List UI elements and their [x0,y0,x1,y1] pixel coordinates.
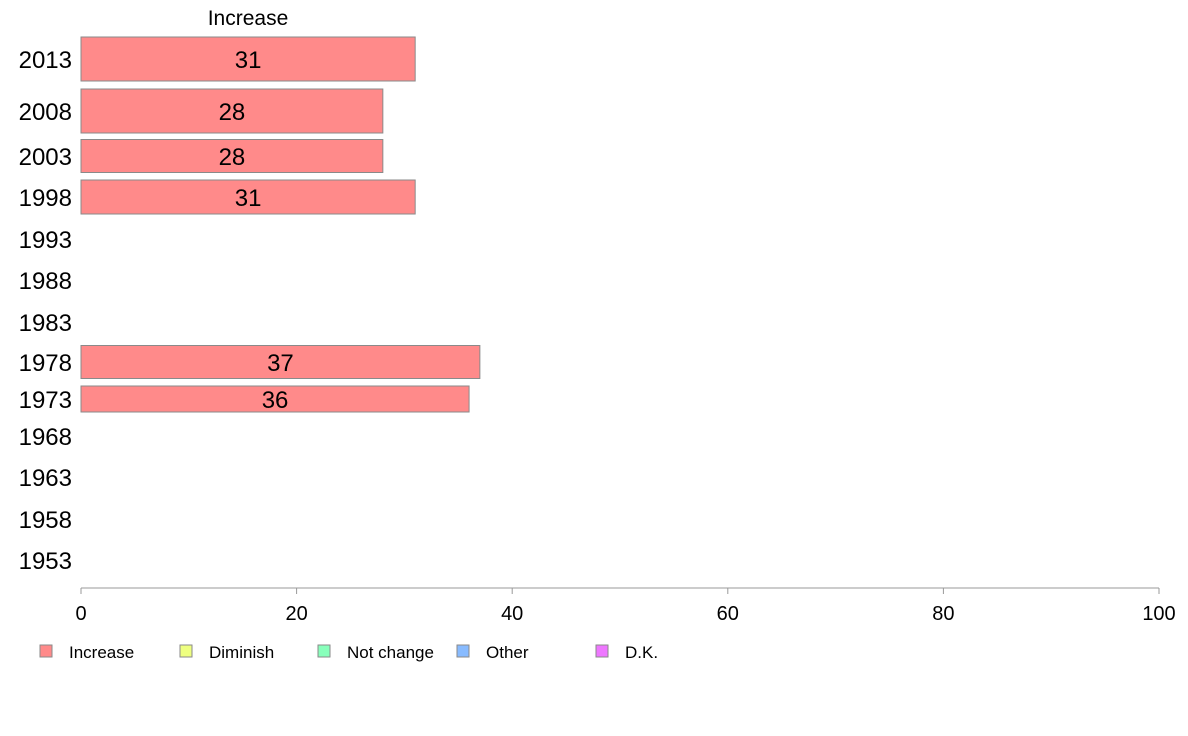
category-label: 1993 [19,227,72,254]
bar [80,179,416,215]
bar [80,385,470,413]
legend: Increase Diminish Not change Other D.K. [39,643,658,662]
legend-swatch [595,644,609,658]
bar [80,36,416,82]
category-label: 1953 [19,548,72,575]
category-label: 1968 [19,424,72,451]
legend-label: Increase [69,643,134,662]
bar-value-label: 28 [219,144,246,171]
legend-label: Not change [347,643,434,662]
legend-label: D.K. [625,643,658,662]
legend-label: Other [486,643,529,662]
x-tick-label: 100 [1142,603,1175,625]
category-label: 2008 [19,99,72,126]
bar-value-label: 28 [219,99,246,126]
bar-value-label: 31 [235,185,262,212]
bar-value-labels: 31 28 28 31 37 36 [219,47,294,414]
legend-swatch [456,644,470,658]
category-label: 2013 [19,47,72,74]
category-label: 1983 [19,310,72,337]
x-tick-label: 20 [285,603,307,625]
x-axis: 0 20 40 60 80 100 [75,587,1176,625]
x-tick-label: 0 [75,603,86,625]
x-tick-label: 80 [932,603,954,625]
x-tick-label: 60 [717,603,739,625]
category-label: 1958 [19,507,72,534]
legend-swatch [39,644,53,658]
legend-label: Diminish [209,643,274,662]
bar [80,345,481,379]
bar-value-label: 36 [262,387,289,414]
category-label: 1978 [19,350,72,377]
bar [80,139,384,173]
legend-swatch [317,644,331,658]
bars [80,36,481,413]
x-tick-label: 40 [501,603,523,625]
category-label: 1998 [19,185,72,212]
chart-title: Increase [208,7,289,30]
bar [80,88,384,134]
legend-swatch [179,644,193,658]
category-label: 1988 [19,268,72,295]
category-label: 1973 [19,387,72,414]
bar-value-label: 37 [267,350,294,377]
category-label: 2003 [19,144,72,171]
category-labels: 2013 2008 2003 1998 1993 1988 1983 1978 1973 1968… [19,47,72,575]
bar-value-label: 31 [235,47,262,74]
category-label: 1963 [19,465,72,492]
